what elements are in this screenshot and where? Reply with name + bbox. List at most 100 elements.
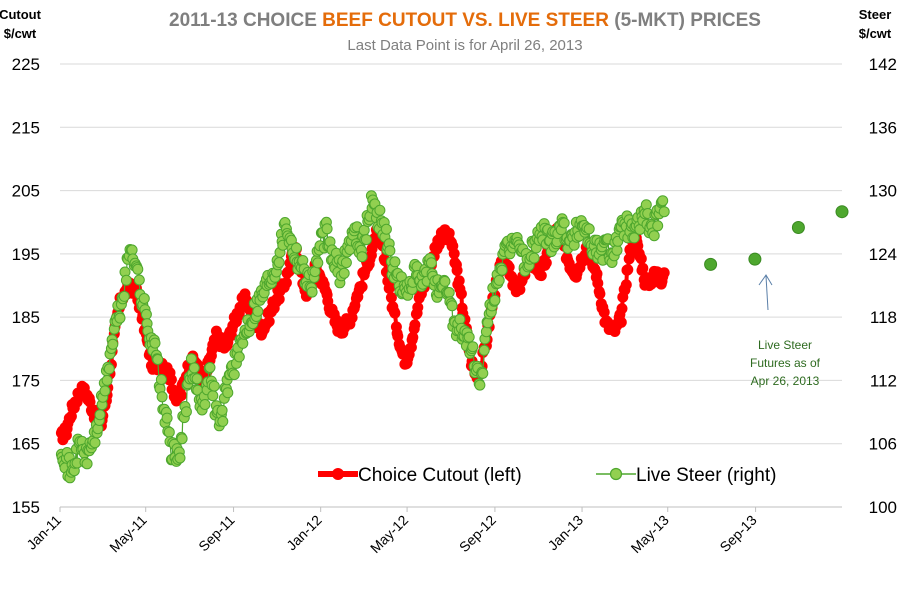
steer-point [99,385,111,397]
cutout-point [385,292,397,304]
steer-point [558,217,570,229]
steer-point [216,404,228,416]
annotation-line-2: Futures as of [750,356,821,370]
steer-point [191,373,203,385]
steer-point [185,353,197,365]
futures-point [748,252,762,266]
steer-point [107,338,119,350]
futures-point [704,257,718,271]
cutout-point [598,306,610,318]
cutout-point [615,316,627,328]
cutout-point [165,374,177,386]
steer-point [312,257,324,269]
steer-point [425,257,437,269]
left-tick-label: 225 [12,55,40,74]
legend-swatch-cutout-marker [332,468,344,480]
right-tick-label: 124 [869,245,897,264]
x-tick-label: Jan-11 [23,512,64,553]
x-tick-label: Sep-12 [456,512,499,555]
steer-point [657,195,669,207]
chart-title: 2011-13 CHOICE BEEF CUTOUT VS. LIVE STEE… [169,10,761,31]
cutout-point [273,293,285,305]
steer-point [152,354,164,365]
annotation-arrow-line [765,275,769,311]
annotation-line-1: Live Steer [758,338,812,352]
right-axis-title-line2: $/cwt [859,26,892,41]
steer-point [321,223,333,235]
steer-point [306,286,318,298]
right-tick-label: 100 [869,498,897,517]
steer-point [489,294,501,306]
right-tick-label: 106 [869,435,897,454]
steer-point [155,374,167,385]
steer-point [273,257,285,268]
steer-point [217,415,229,427]
cutout-point [84,396,96,408]
steer-point [94,409,106,421]
steer-point [480,326,492,338]
steer-point [132,263,144,275]
cutout-point [175,390,187,401]
right-tick-label: 130 [869,182,897,201]
cutout-point [540,257,552,269]
steer-point [207,390,219,402]
right-axis-title-line1: Steer [859,7,892,22]
cutout-point [356,281,368,293]
steer-point [252,305,264,317]
live-steer-series [55,190,670,484]
cutout-point [453,275,465,287]
legend-label-cutout: Choice Cutout (left) [358,465,522,486]
cutout-point [620,279,632,291]
x-tick-label: Jan-13 [545,512,587,554]
cutout-point [635,253,647,265]
steer-point [228,369,240,381]
x-tick-label: Sep-11 [195,512,238,555]
steer-point [380,223,392,235]
steer-point [528,252,540,264]
cutout-point [637,262,649,274]
steer-point [356,251,368,263]
title-part-2: BEEF CUTOUT VS. LIVE STEER [322,10,609,31]
steer-point [454,313,466,325]
steer-point [133,274,145,286]
steer-point [389,256,401,268]
cutout-point [65,410,77,422]
x-axis-ticks: Jan-11 May-11 Sep-11 Jan-12 May-12 Sep-12 Jan-… [23,507,760,556]
cutout-point [594,288,606,300]
steer-point [118,290,130,302]
steer-point [89,437,101,449]
left-axis-title-line1: Cutout [0,7,42,22]
futures-point [835,205,849,219]
cutout-point [407,331,419,343]
steer-point [496,264,508,276]
left-tick-label: 185 [12,308,40,327]
steer-point [290,242,302,254]
title-part-1: 2011-13 CHOICE [169,10,322,31]
left-tick-label: 175 [12,371,40,390]
steer-point [174,452,186,464]
cutout-point [622,264,634,276]
chart-subtitle: Last Data Point is for April 26, 2013 [347,37,582,54]
cutout-point [384,281,396,293]
right-tick-label: 136 [869,118,897,137]
steer-point [338,267,350,279]
steer-point [443,287,455,298]
cutout-point [451,264,463,276]
steer-point [652,220,664,232]
x-tick-label: Jan-12 [283,512,325,554]
steer-point [463,331,475,343]
cutout-point [591,268,603,280]
x-tick-label: May-12 [367,512,411,556]
left-tick-label: 155 [12,498,40,517]
steer-point [204,362,216,373]
left-axis-ticks: 225 215 205 195 185 175 165 155 [12,55,40,517]
steer-point [474,379,486,391]
cutout-point [280,277,292,289]
left-axis-title-line2: $/cwt [4,26,37,41]
steer-point [482,317,494,329]
steer-point [161,412,173,424]
title-part-3: (5-MKT) PRICES [609,10,761,31]
left-tick-label: 165 [12,435,40,454]
steer-point [208,380,220,392]
